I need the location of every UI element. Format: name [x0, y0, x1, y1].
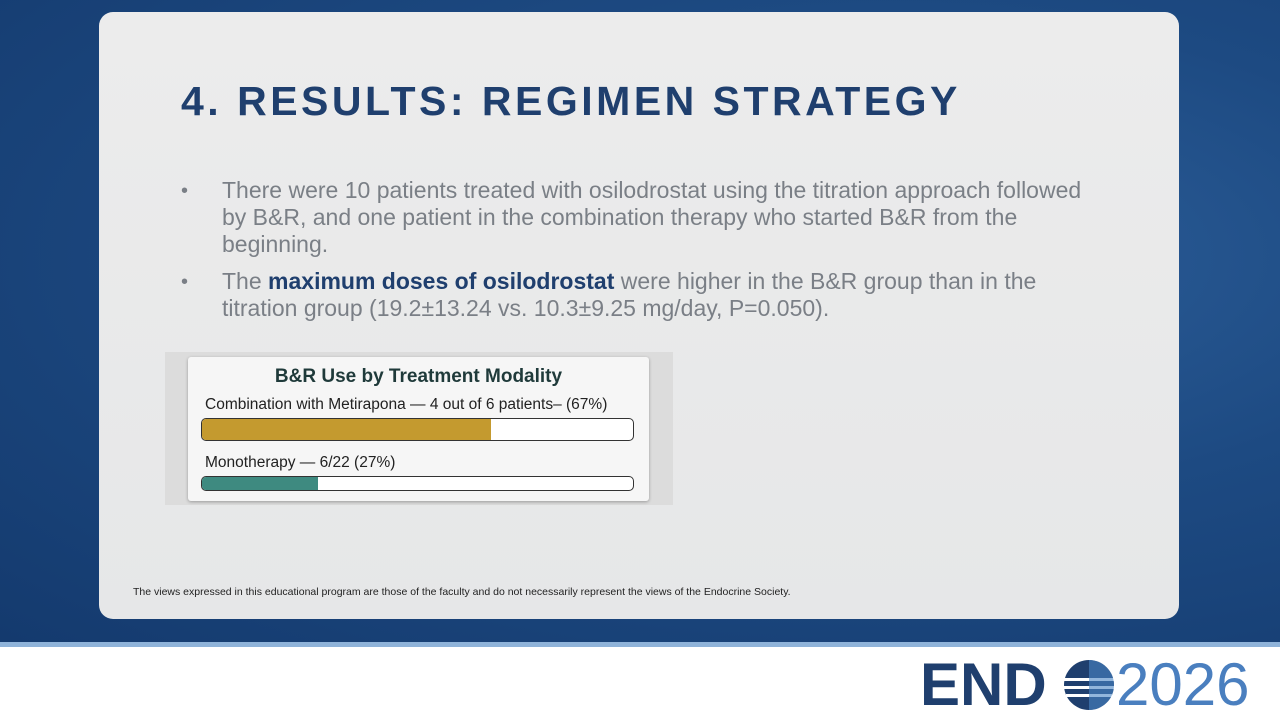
chart-title: B&R Use by Treatment Modality: [274, 366, 563, 387]
disclaimer: The views expressed in this educational …: [133, 586, 791, 598]
bullet: There were 10 patients treated with osil…: [222, 177, 1102, 258]
bullet-emphasis: maximum doses of osilodrostat: [268, 268, 615, 294]
chart-card: B&R Use by Treatment Modality Combinatio…: [188, 357, 649, 501]
bar-track: [201, 476, 634, 491]
slide-title: 4. RESULTS: REGIMEN STRATEGY: [181, 78, 961, 124]
bullet-text: The: [222, 268, 269, 294]
bullet-text: There were 10 patients treated with osil…: [222, 177, 1082, 257]
logo-globe: [1064, 660, 1114, 710]
bar-label: Monotherapy — 6/22 (27%): [205, 454, 396, 471]
bullet-text: were higher in the B&R group than in the…: [222, 268, 1037, 321]
bar-fill: [202, 477, 319, 490]
bullet: The maximum doses of osilodrostat were h…: [222, 268, 1102, 322]
bar-label: Combination with Metirapona — 4 out of 6…: [205, 396, 608, 413]
bullet-dot: •: [181, 180, 189, 202]
bullet-dot: •: [181, 271, 189, 293]
content-card: [99, 12, 1179, 619]
bar-fill: [202, 419, 491, 440]
bar-track: [201, 418, 634, 441]
logo-year: 2026: [1116, 651, 1250, 718]
logo-text: END: [920, 651, 1047, 718]
